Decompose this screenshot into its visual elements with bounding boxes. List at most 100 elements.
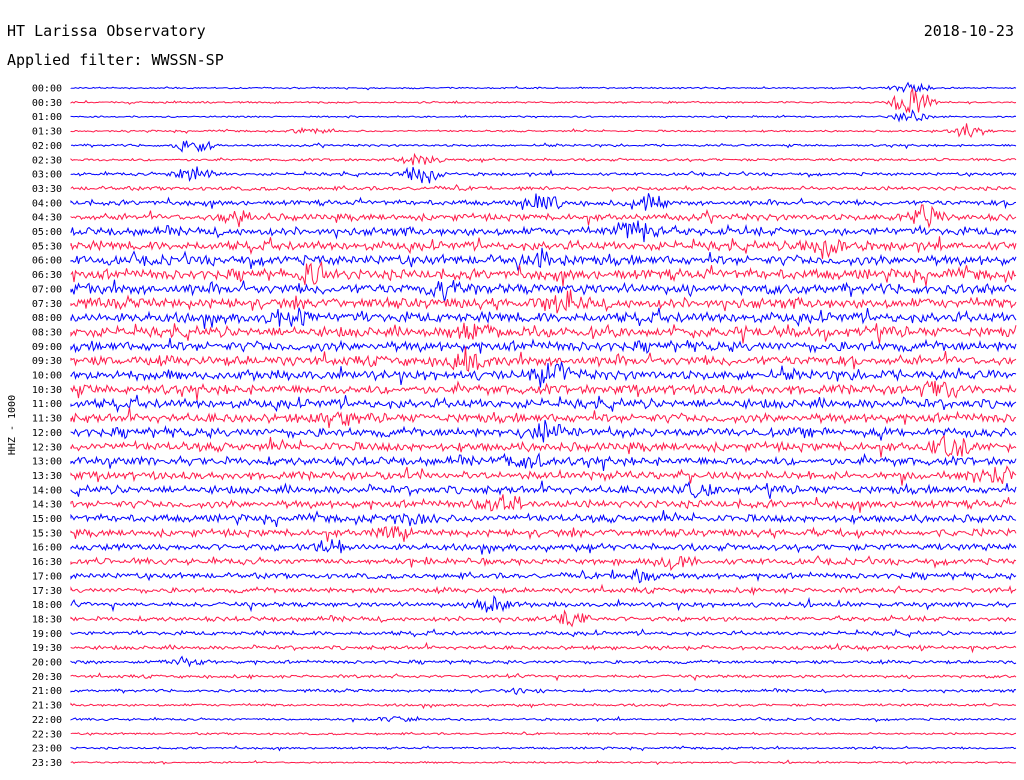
trace-2330: [70, 759, 1017, 766]
trace-1930: [70, 641, 1017, 654]
time-tick-2230: 22:30: [32, 729, 62, 740]
time-tick-2100: 21:00: [32, 686, 62, 697]
time-tick-1530: 15:30: [32, 528, 62, 539]
time-tick-1600: 16:00: [32, 543, 62, 554]
trace-0330: [70, 184, 1017, 193]
trace-0100: [70, 109, 1017, 123]
time-tick-1400: 14:00: [32, 485, 62, 496]
trace-1730: [70, 583, 1017, 596]
time-tick-0600: 06:00: [32, 256, 62, 267]
time-tick-0930: 09:30: [32, 356, 62, 367]
trace-0530: [70, 236, 1017, 259]
time-tick-1300: 13:00: [32, 457, 62, 468]
time-tick-0100: 01:00: [32, 112, 62, 123]
filter-label: Applied filter: WWSSN-SP: [7, 51, 224, 69]
time-tick-2330: 23:30: [32, 758, 62, 769]
time-tick-2000: 20:00: [32, 658, 62, 669]
trace-0600: [70, 247, 1017, 271]
trace-1430: [70, 494, 1017, 513]
trace-1600: [70, 539, 1017, 555]
trace-0730: [70, 289, 1017, 314]
time-tick-0530: 05:30: [32, 241, 62, 252]
time-tick-1430: 14:30: [32, 500, 62, 511]
time-tick-1900: 19:00: [32, 629, 62, 640]
trace-1700: [70, 568, 1017, 584]
y-axis-label: HHZ - 1000: [7, 395, 18, 455]
time-tick-0800: 08:00: [32, 313, 62, 324]
trace-0030: [70, 86, 1017, 114]
trace-0430: [70, 204, 1017, 229]
time-tick-1630: 16:30: [32, 557, 62, 568]
time-tick-0130: 01:30: [32, 127, 62, 138]
time-tick-1730: 17:30: [32, 586, 62, 597]
time-tick-1100: 11:00: [32, 399, 62, 410]
trace-1800: [70, 594, 1017, 613]
trace-1130: [70, 407, 1017, 429]
trace-1830: [70, 609, 1017, 628]
station-title: HT Larissa Observatory: [7, 22, 206, 40]
trace-0400: [70, 193, 1017, 211]
time-tick-1930: 19:30: [32, 643, 62, 654]
time-tick-1030: 10:30: [32, 385, 62, 396]
time-tick-labels: 00:00 00:30 01:00 01:30 02:00 02:30 03:00 03:30…: [32, 84, 62, 769]
time-tick-2130: 21:30: [32, 701, 62, 712]
trace-1630: [70, 555, 1017, 572]
trace-0800: [70, 307, 1017, 329]
trace-0830: [70, 322, 1017, 344]
trace-0200: [70, 140, 1017, 153]
trace-group: [70, 81, 1017, 766]
trace-2300: [70, 745, 1017, 752]
trace-1230: [70, 434, 1017, 458]
time-tick-0730: 07:30: [32, 299, 62, 310]
time-tick-0300: 03:00: [32, 170, 62, 181]
trace-2200: [70, 715, 1017, 723]
time-tick-1000: 10:00: [32, 371, 62, 382]
time-tick-0900: 09:00: [32, 342, 62, 353]
trace-1000: [70, 361, 1017, 388]
trace-1330: [70, 465, 1017, 486]
time-tick-0430: 04:30: [32, 213, 62, 224]
trace-0500: [70, 220, 1017, 243]
time-tick-0500: 05:00: [32, 227, 62, 238]
trace-0230: [70, 152, 1017, 166]
time-tick-0000: 00:00: [32, 84, 62, 95]
time-tick-0030: 00:30: [32, 98, 62, 109]
trace-0930: [70, 346, 1017, 373]
time-tick-0630: 06:30: [32, 270, 62, 281]
trace-1500: [70, 510, 1017, 528]
date-label: 2018-10-23: [923, 22, 1014, 40]
trace-0300: [70, 166, 1017, 184]
time-tick-2200: 22:00: [32, 715, 62, 726]
trace-1200: [70, 419, 1017, 443]
time-tick-1830: 18:30: [32, 614, 62, 625]
trace-2230: [70, 731, 1017, 736]
trace-2100: [70, 687, 1017, 696]
trace-0130: [70, 123, 1017, 138]
trace-0700: [70, 279, 1017, 302]
trace-1030: [70, 380, 1017, 401]
time-tick-1130: 11:30: [32, 414, 62, 425]
time-tick-1500: 15:00: [32, 514, 62, 525]
time-tick-1700: 17:00: [32, 571, 62, 582]
time-tick-0330: 03:30: [32, 184, 62, 195]
time-tick-0230: 02:30: [32, 155, 62, 166]
trace-2000: [70, 655, 1017, 668]
time-tick-0830: 08:30: [32, 327, 62, 338]
time-tick-1200: 12:00: [32, 428, 62, 439]
time-tick-0400: 04:00: [32, 198, 62, 209]
trace-0000: [70, 81, 1017, 94]
trace-1530: [70, 525, 1017, 542]
time-tick-0700: 07:00: [32, 284, 62, 295]
trace-1900: [70, 628, 1017, 638]
trace-2030: [70, 672, 1017, 682]
time-tick-0200: 02:00: [32, 141, 62, 152]
time-tick-1330: 13:30: [32, 471, 62, 482]
trace-1100: [70, 394, 1017, 414]
trace-1400: [70, 480, 1017, 499]
trace-0630: [70, 260, 1017, 287]
time-tick-1800: 18:00: [32, 600, 62, 611]
trace-1300: [70, 452, 1017, 471]
time-tick-1230: 12:30: [32, 442, 62, 453]
trace-0900: [70, 337, 1017, 355]
